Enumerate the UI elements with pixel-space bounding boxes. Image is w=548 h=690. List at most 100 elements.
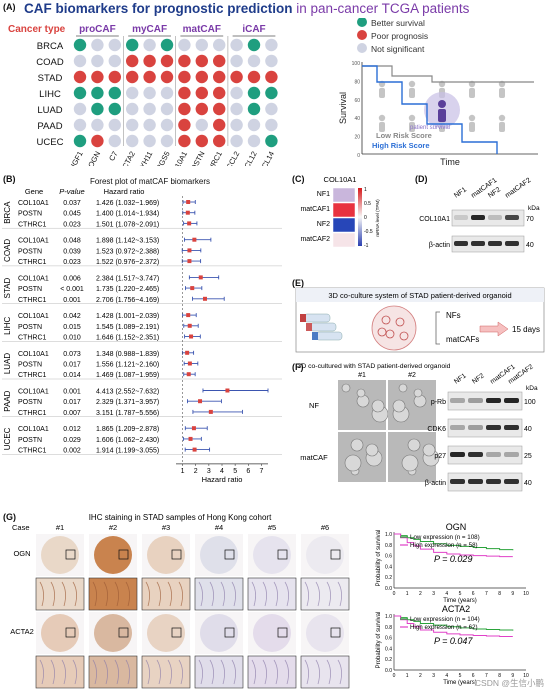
- matrix-dot-LUAD-ACTA2: [126, 102, 139, 116]
- ihc-zoom-box: [277, 627, 288, 638]
- gene-label-OGN: OGN: [86, 150, 102, 166]
- matrix-dot-LIHC-C7: [108, 86, 122, 100]
- km-xlabel: Time: [440, 157, 460, 166]
- watermark: CSDN @生信小鹏: [475, 678, 544, 688]
- km-high-curve: [362, 65, 498, 154]
- km-legend-low: Low expression (n = 108): [410, 534, 480, 541]
- matrix-dot-LIHC-RGS5: [160, 86, 174, 100]
- ihc-fiber: [198, 659, 203, 685]
- km-ylabel: Probability of survival: [376, 612, 382, 669]
- organoid-blob: [356, 388, 366, 398]
- forest-hr: 1.522 (0.976~2.372): [96, 259, 159, 266]
- legend-dot-g: [357, 18, 367, 27]
- km-xtick: 10: [523, 591, 529, 597]
- km-ytick: 0.2: [385, 575, 392, 581]
- person-head-icon: [498, 114, 506, 122]
- matrix-dot-LIHC-CCL2: [230, 86, 243, 100]
- matrix-dot-PAAD-ACTA2: [126, 118, 139, 132]
- forest-point: [198, 275, 203, 280]
- km-xlabel: Time (years): [443, 598, 476, 604]
- ihc-fiber: [337, 581, 342, 607]
- forest-p: 0.042: [63, 313, 81, 320]
- ihc-highmag-image: [300, 577, 350, 611]
- ihc-core-image: [306, 614, 344, 652]
- km-high-curve: [394, 615, 513, 638]
- km-legend-high: High expression (n = 62): [410, 624, 478, 631]
- group-label-iCAF: iCAF: [242, 24, 265, 35]
- ihc-fiber: [209, 581, 214, 607]
- gene-label-C7: C7: [107, 150, 119, 163]
- cancer-label-PAAD: PAAD: [37, 121, 62, 132]
- blot-band: [450, 452, 465, 457]
- heatmap-row-label: NF2: [317, 221, 330, 228]
- forest-tick-label: 1: [181, 468, 185, 475]
- organoid-row-NF: NF: [309, 401, 319, 410]
- matrix-dot-LUAD-CXCL14: [265, 102, 278, 116]
- km-pvalue: P = 0.029: [434, 554, 472, 564]
- organoid-blob: [350, 438, 364, 452]
- matrix-dot-STAD-CXCL12: [247, 70, 261, 84]
- person-head-icon: [378, 114, 386, 122]
- km-ylabel: Survival: [338, 92, 348, 124]
- blot-strip: [447, 472, 523, 492]
- forest-hr: 1.348 (0.988~1.839): [96, 351, 159, 358]
- person-body-icon: [499, 122, 505, 132]
- blot-strip: [447, 391, 523, 411]
- km-xtick: 9: [511, 591, 514, 597]
- organoid-blob: [398, 383, 408, 393]
- ihc-highmag-image: [194, 577, 244, 611]
- ihc-fiber: [209, 659, 214, 685]
- schematic-duration: 15 days: [512, 325, 540, 334]
- ihc-zoom-box: [65, 549, 76, 560]
- organoid-icon: [381, 315, 391, 325]
- forest-gene: COL10A1: [18, 313, 49, 320]
- ihc-highmag-image: [35, 577, 85, 611]
- matrix-dot-BRCA-POSTN: [195, 38, 208, 52]
- blot-band: [454, 241, 468, 246]
- legend-label-r: Poor prognosis: [371, 31, 428, 41]
- figure-title-main: CAF biomarkers for prognostic prediction: [24, 1, 293, 16]
- ihc-fiber: [167, 581, 172, 607]
- legend-label-g: Better survival: [371, 18, 425, 28]
- ihc-fiber: [92, 581, 97, 607]
- gene-label-CXCL12: CXCL12: [238, 150, 259, 166]
- km-title-OGN: OGN: [446, 522, 467, 532]
- ihc-row-OGN: OGN: [13, 549, 30, 558]
- schematic-item2: matCAFs: [446, 335, 479, 344]
- km-xtick: 0: [393, 673, 396, 679]
- matrix-dot-PAAD-CTHRC1: [213, 118, 226, 132]
- gene-label-CTHRC1: CTHRC1: [202, 150, 224, 166]
- ihc-zoom-box: [277, 549, 288, 560]
- forest-hr: 1.914 (1.199~3.055): [96, 448, 159, 455]
- blot-label-CDK6: CDK6: [427, 426, 446, 433]
- tube-icon: [309, 322, 337, 332]
- forest-tick-label: 3: [207, 468, 211, 475]
- legend-dot-r: [357, 30, 367, 40]
- ihc-fiber: [315, 581, 320, 607]
- blot-strip: [447, 445, 523, 465]
- matrix-dot-COAD-CTHRC1: [213, 54, 226, 68]
- ihc-highmag-image: [88, 577, 138, 611]
- matrix-dot-STAD-POSTN: [195, 70, 208, 84]
- matrix-dot-UCEC-RGS5: [160, 134, 174, 148]
- ihc-fiber: [167, 659, 172, 685]
- km-patient-label: patient survival: [410, 125, 450, 131]
- ihc-case: #3: [162, 523, 170, 532]
- matrix-dot-LIHC-CXCL14: [265, 86, 278, 100]
- blot-band: [504, 425, 519, 430]
- blot-band: [450, 398, 465, 403]
- organoid-blob: [407, 438, 421, 452]
- ihc-core-image: [200, 536, 238, 574]
- ihc-fiber: [72, 659, 77, 685]
- km-xtick: 3: [432, 591, 435, 597]
- forest-gene: POSTN: [18, 248, 42, 255]
- forest-gene: COL10A1: [18, 275, 49, 282]
- forest-hr: 3.151 (1.787~5.556): [96, 410, 159, 417]
- blot-label-β-actin: β-actin: [429, 242, 450, 249]
- matrix-dot-BRCA-CCL2: [230, 38, 243, 52]
- panel-f-organoid: 3D co-cultured with STAD patient-derived…: [298, 363, 538, 492]
- forest-gene: CTHRC1: [18, 448, 46, 455]
- ihc-fiber: [145, 581, 150, 607]
- gene-label-CXCL14: CXCL14: [255, 150, 276, 166]
- gene-label-ACTA2: ACTA2: [118, 150, 137, 166]
